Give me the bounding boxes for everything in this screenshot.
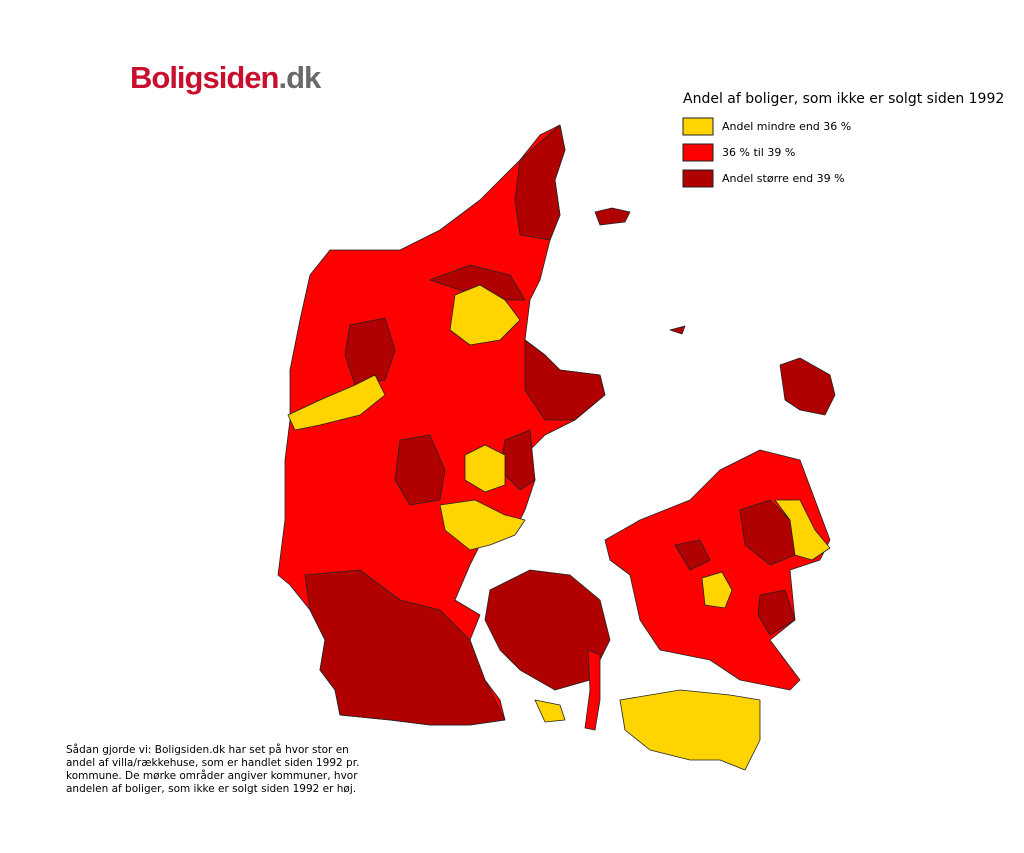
legend-swatch bbox=[682, 143, 714, 162]
logo-suffix: .dk bbox=[278, 60, 322, 95]
note-line: kommune. De mørke områder angiver kommun… bbox=[66, 769, 358, 782]
note-line: Sådan gjorde vi: Boligsiden.dk har set p… bbox=[66, 743, 349, 756]
logo-main: Boligsiden bbox=[130, 60, 279, 95]
legend: Andel af boliger, som ikke er solgt side… bbox=[682, 91, 1004, 188]
region bbox=[774, 499, 831, 561]
region bbox=[464, 444, 506, 493]
region bbox=[429, 264, 526, 301]
region bbox=[287, 374, 386, 431]
region bbox=[439, 499, 526, 551]
legend-items: Andel mindre end 36 % 36 % til 39 % Andel … bbox=[682, 117, 851, 188]
region bbox=[524, 339, 606, 421]
region bbox=[344, 317, 396, 386]
legend-title: Andel af boliger, som ikke er solgt side… bbox=[683, 91, 1004, 107]
region bbox=[674, 539, 711, 571]
region bbox=[757, 589, 796, 636]
legend-label: 36 % til 39 % bbox=[722, 146, 795, 159]
region bbox=[604, 449, 831, 691]
region bbox=[514, 124, 566, 241]
region bbox=[304, 569, 506, 726]
legend-label: Andel mindre end 36 % bbox=[722, 120, 851, 133]
note: Sådan gjorde vi: Boligsiden.dk har set p… bbox=[66, 743, 359, 795]
map bbox=[277, 124, 836, 771]
legend-swatch bbox=[682, 117, 714, 136]
region bbox=[594, 207, 631, 226]
logo: Boligsiden.dk bbox=[130, 60, 322, 95]
region bbox=[701, 571, 733, 609]
region bbox=[394, 434, 446, 506]
region bbox=[584, 649, 601, 731]
legend-swatch bbox=[682, 169, 714, 188]
region bbox=[449, 284, 521, 346]
region bbox=[669, 325, 686, 335]
legend-label: Andel større end 39 % bbox=[722, 172, 845, 185]
note-line: andelen af boliger, som ikke er solgt si… bbox=[66, 783, 356, 795]
note-line: andel af villa/rækkehuse, som er handlet… bbox=[66, 757, 359, 769]
region bbox=[534, 699, 566, 723]
region bbox=[619, 689, 761, 771]
region bbox=[779, 357, 836, 416]
